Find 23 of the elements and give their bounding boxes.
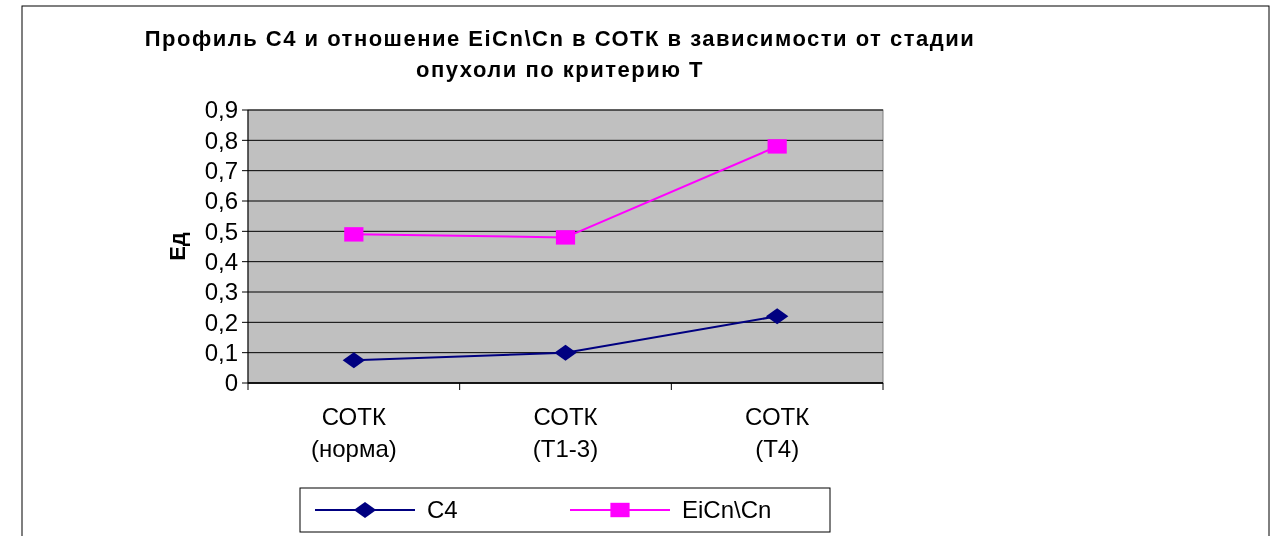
- point: [342, 352, 366, 369]
- chart-title: Профиль С4 и отношение EiCn\Cn в СОТК в зависимости от стадии опухоли по критерию Т: [144, 26, 976, 82]
- point: [344, 227, 364, 242]
- point: [555, 230, 576, 245]
- y-tick-label: 0,2: [204, 308, 238, 336]
- y-tick-label: 0,5: [204, 217, 238, 245]
- y-tick-label: 0,4: [204, 248, 238, 276]
- y-axis-title: Ед: [165, 232, 190, 261]
- x-tick-label: СОТК (норма): [310, 403, 397, 462]
- legend-label: EiCn\Cn: [682, 496, 772, 524]
- y-tick-label: 0,1: [204, 339, 238, 367]
- point: [767, 139, 787, 154]
- y-tick-label: 0,6: [204, 187, 238, 215]
- y-tick-label: 0,7: [204, 157, 238, 185]
- point: [765, 308, 789, 325]
- y-tick-label: 0,9: [204, 96, 238, 124]
- y-tick-label: 0: [224, 369, 238, 397]
- x-tick-label: СОТК (Т4): [745, 403, 810, 462]
- y-tick-label: 0,8: [204, 126, 238, 154]
- x-tick-label: СОТК (Т1-3): [532, 403, 599, 462]
- y-tick-label: 0,3: [204, 278, 238, 306]
- point: [554, 344, 577, 361]
- legend-label: С4: [427, 496, 458, 524]
